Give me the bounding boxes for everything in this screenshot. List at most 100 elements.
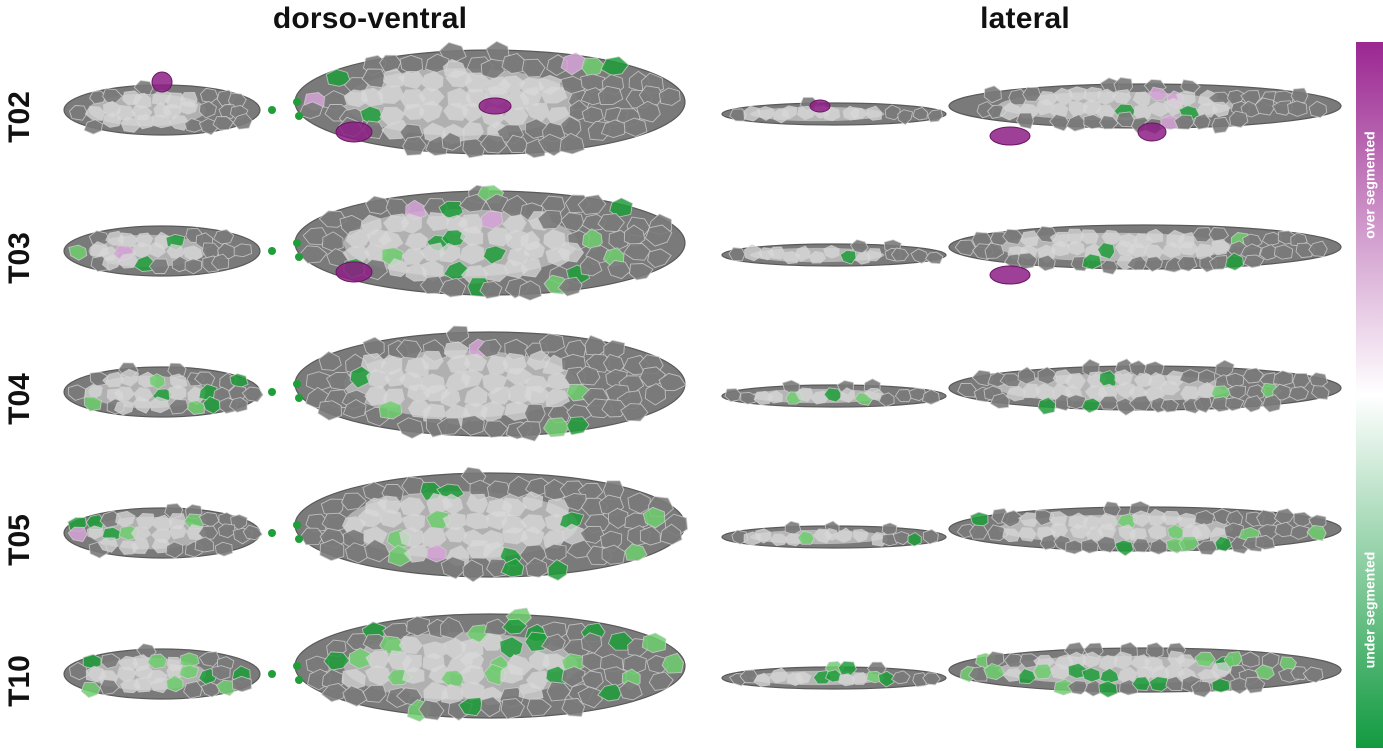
cell xyxy=(440,616,465,639)
cell xyxy=(618,680,643,701)
cell xyxy=(1210,238,1230,256)
cell xyxy=(1049,101,1069,119)
cell xyxy=(638,85,664,106)
lat-t03-part-1 xyxy=(721,239,947,267)
cell xyxy=(1081,253,1102,270)
column-title-dorso-ventral: dorso-ventral xyxy=(272,2,468,35)
cell xyxy=(1225,372,1245,390)
cell xyxy=(232,113,253,130)
colorbar-gradient xyxy=(1356,42,1383,748)
cell xyxy=(1148,86,1169,102)
cell xyxy=(398,635,424,655)
cell xyxy=(148,373,166,390)
cell xyxy=(102,111,123,128)
lat-t02-part-2 xyxy=(948,77,1342,135)
over-seg-blob-t02-f xyxy=(1137,122,1167,142)
cell xyxy=(839,249,857,265)
cell xyxy=(524,403,546,423)
cell xyxy=(922,672,941,686)
cell xyxy=(115,510,136,528)
cell xyxy=(1033,663,1054,680)
cell xyxy=(318,350,342,371)
cell xyxy=(1019,230,1039,248)
dv-t02-part-1 xyxy=(63,80,261,136)
cell xyxy=(479,281,503,299)
green-dot-t02-3 xyxy=(295,112,303,120)
cell xyxy=(1302,666,1324,683)
cell xyxy=(402,136,427,156)
cell xyxy=(546,681,572,702)
cell xyxy=(865,248,883,262)
cell xyxy=(1132,91,1151,106)
cell xyxy=(418,699,445,721)
cell xyxy=(68,244,88,261)
cell xyxy=(342,398,367,419)
cell xyxy=(1096,535,1117,553)
cell xyxy=(922,528,939,545)
cell xyxy=(362,684,387,703)
cell xyxy=(480,696,502,718)
cell xyxy=(884,104,901,121)
colorbar-label-over: over segmented xyxy=(1361,131,1378,239)
cell xyxy=(999,102,1021,121)
cell xyxy=(214,541,233,557)
cell xyxy=(1017,366,1036,385)
over-seg-blob-t02-c xyxy=(478,97,512,115)
lat-t10-part-1 xyxy=(721,660,947,690)
cell xyxy=(912,106,928,121)
green-dot-t05-3 xyxy=(295,535,303,543)
cell xyxy=(728,247,746,262)
cell xyxy=(1157,380,1181,396)
green-dot-t02-1 xyxy=(268,106,276,114)
cell xyxy=(547,559,569,581)
cell xyxy=(116,665,137,683)
cell xyxy=(795,387,814,403)
column-title-lateral: lateral xyxy=(980,2,1070,35)
cell xyxy=(187,400,205,415)
cell xyxy=(302,227,328,246)
cell xyxy=(607,260,631,280)
cell xyxy=(1160,398,1179,413)
cell xyxy=(644,382,666,406)
lat-t05-part-2 xyxy=(948,500,1342,557)
cell xyxy=(1225,509,1244,527)
cell xyxy=(639,366,666,388)
cell xyxy=(1177,255,1198,272)
cell xyxy=(921,389,940,405)
cell xyxy=(797,530,815,545)
cell xyxy=(500,662,524,684)
cell xyxy=(1066,228,1085,245)
cell xyxy=(1049,663,1072,680)
cell xyxy=(146,653,168,670)
cell xyxy=(1211,116,1231,134)
cell xyxy=(524,102,550,122)
cell xyxy=(168,398,189,415)
cell xyxy=(500,698,526,720)
cell xyxy=(1017,252,1038,270)
cell xyxy=(1037,254,1056,272)
cell xyxy=(462,559,484,583)
cell xyxy=(878,392,895,408)
cell xyxy=(754,528,772,544)
cell xyxy=(149,396,170,414)
cell xyxy=(320,682,348,703)
cell xyxy=(1049,239,1070,257)
cell xyxy=(479,134,507,154)
cell xyxy=(1262,394,1282,413)
cell xyxy=(1098,680,1118,698)
cell xyxy=(559,132,585,155)
cell xyxy=(1229,110,1249,128)
cell xyxy=(729,108,747,122)
cell xyxy=(68,105,88,121)
cell xyxy=(82,653,102,669)
cell xyxy=(523,239,545,261)
cell xyxy=(1196,540,1219,556)
cell xyxy=(165,674,184,693)
cell xyxy=(1002,528,1021,543)
cell xyxy=(198,100,218,119)
cell xyxy=(1190,680,1212,698)
cell xyxy=(486,355,509,375)
over-segmented-blobs xyxy=(151,71,1167,285)
cell xyxy=(1311,385,1330,400)
cell xyxy=(1018,527,1038,542)
